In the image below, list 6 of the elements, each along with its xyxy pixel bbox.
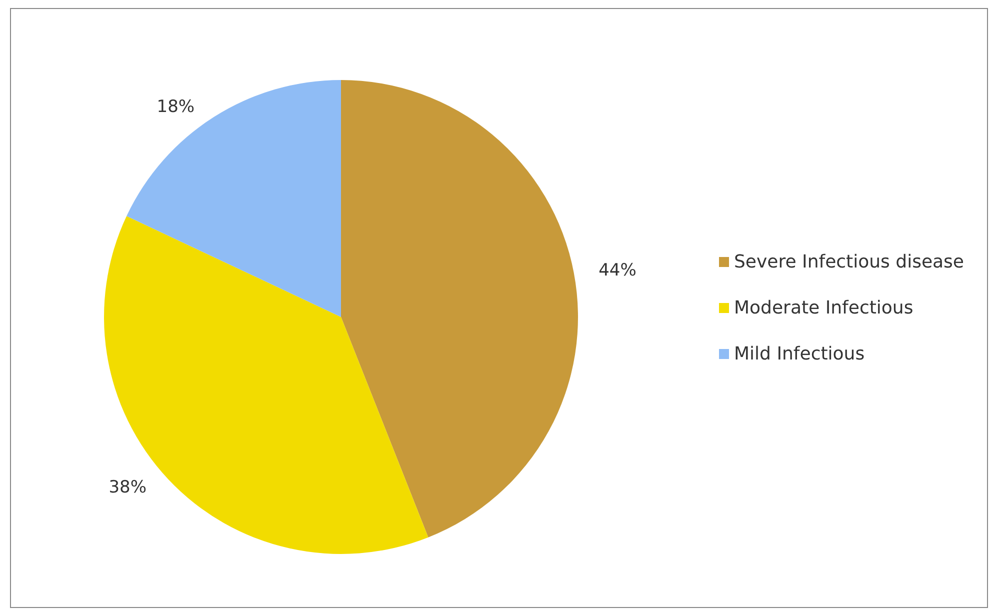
data-label: 44% (598, 260, 636, 280)
legend-label: Severe Infectious disease (734, 252, 964, 272)
legend-label: Moderate Infectious (734, 298, 914, 318)
legend-label: Mild Infectious (734, 344, 865, 364)
data-label: 38% (108, 477, 146, 498)
data-label: 18% (156, 96, 195, 117)
